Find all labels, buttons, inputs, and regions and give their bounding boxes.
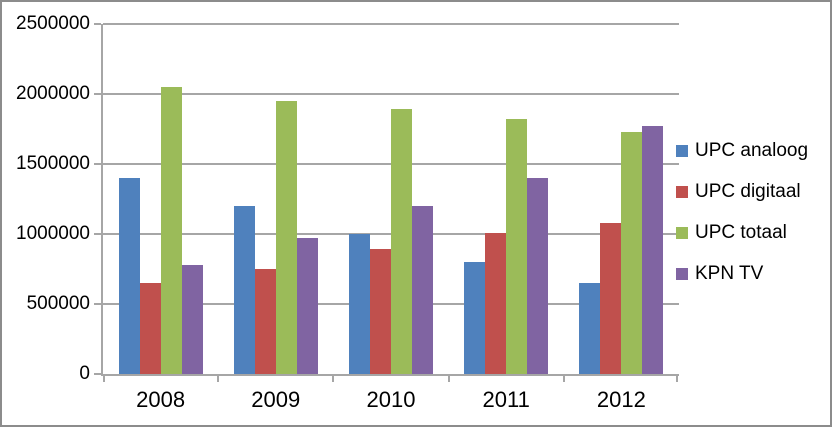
y-axis-labels: 0 500000 1000000 1500000 2000000 2500000 [2, 2, 90, 425]
y-axis-tick-label: 0 [79, 363, 90, 384]
x-axis-tick-label: 2012 [596, 387, 646, 412]
bar-upc-digitaal-2010 [369, 249, 391, 374]
x-axis-tick-mark [676, 376, 678, 382]
bar-group-2008 [103, 24, 218, 374]
x-axis-tick-label: 2010 [366, 387, 416, 412]
legend: UPC analoog UPC digitaal UPC totaal KPN TV [676, 140, 808, 304]
bar-kpn-tv-2009 [296, 238, 318, 374]
legend-item-upc-analoog: UPC analoog [676, 140, 808, 162]
legend-label: KPN TV [695, 263, 764, 284]
bar-group-2011 [449, 24, 564, 374]
bar-group-2009 [218, 24, 333, 374]
legend-item-kpn-tv: KPN TV [676, 263, 808, 285]
y-axis-tick-label: 2000000 [16, 83, 90, 104]
legend-swatch-icon [676, 227, 688, 239]
bar-upc-totaal-2008 [160, 87, 182, 374]
y-axis-tick-mark [94, 373, 101, 375]
bar-upc-digitaal-2011 [485, 232, 507, 374]
bar-upc-digitaal-2008 [139, 283, 161, 374]
legend-label: UPC digitaal [695, 181, 801, 202]
x-axis-labels: 2008 2009 2010 2011 2012 [103, 388, 679, 416]
bar-kpn-tv-2012 [642, 126, 664, 374]
x-axis-tick-mark [562, 376, 565, 382]
bar-group-2010 [333, 24, 448, 374]
legend-label: UPC totaal [695, 222, 787, 243]
x-axis-tick-label: 2011 [482, 387, 530, 412]
y-axis-tick-mark [94, 233, 101, 235]
x-axis-tick-mark [332, 376, 335, 382]
y-axis-tick-mark [94, 163, 101, 165]
y-axis-tick-mark [94, 93, 101, 95]
bar-kpn-tv-2011 [527, 178, 549, 374]
x-axis-tick-label: 2008 [136, 387, 186, 412]
y-axis-tick-label: 1500000 [16, 153, 90, 174]
bar-upc-digitaal-2012 [600, 222, 622, 374]
legend-label: UPC analoog [695, 140, 809, 161]
bar-upc-totaal-2012 [621, 131, 643, 374]
bar-upc-totaal-2009 [275, 101, 297, 374]
bar-upc-totaal-2010 [390, 109, 412, 374]
y-axis-tick-mark [94, 23, 101, 25]
plot-area [94, 23, 679, 382]
bar-upc-analoog-2009 [233, 206, 255, 374]
bar-upc-digitaal-2009 [254, 269, 276, 374]
bar-upc-analoog-2008 [118, 178, 140, 374]
bar-kpn-tv-2008 [181, 264, 203, 374]
bar-upc-totaal-2011 [506, 119, 528, 374]
bar-group-2012 [564, 24, 679, 374]
gridline [103, 23, 679, 25]
legend-swatch-icon [676, 145, 688, 157]
legend-swatch-icon [676, 186, 688, 198]
legend-item-upc-digitaal: UPC digitaal [676, 181, 808, 203]
bar-upc-analoog-2010 [348, 234, 370, 374]
y-axis-tick-label: 500000 [26, 293, 90, 314]
y-axis-tick-mark [94, 303, 101, 305]
gridline [103, 93, 679, 95]
legend-item-upc-totaal: UPC totaal [676, 222, 808, 244]
x-axis-tick-mark [217, 376, 220, 382]
y-axis-tick-label: 2500000 [16, 13, 90, 34]
y-axis-tick-label: 1000000 [16, 223, 90, 244]
x-axis-tick-mark [447, 376, 450, 382]
bar-upc-analoog-2011 [464, 262, 486, 374]
x-axis-tick-mark [103, 376, 105, 382]
bar-upc-analoog-2012 [579, 283, 601, 374]
legend-swatch-icon [676, 268, 688, 280]
x-axis-tick-label: 2009 [251, 387, 301, 412]
bar-kpn-tv-2010 [411, 206, 433, 374]
